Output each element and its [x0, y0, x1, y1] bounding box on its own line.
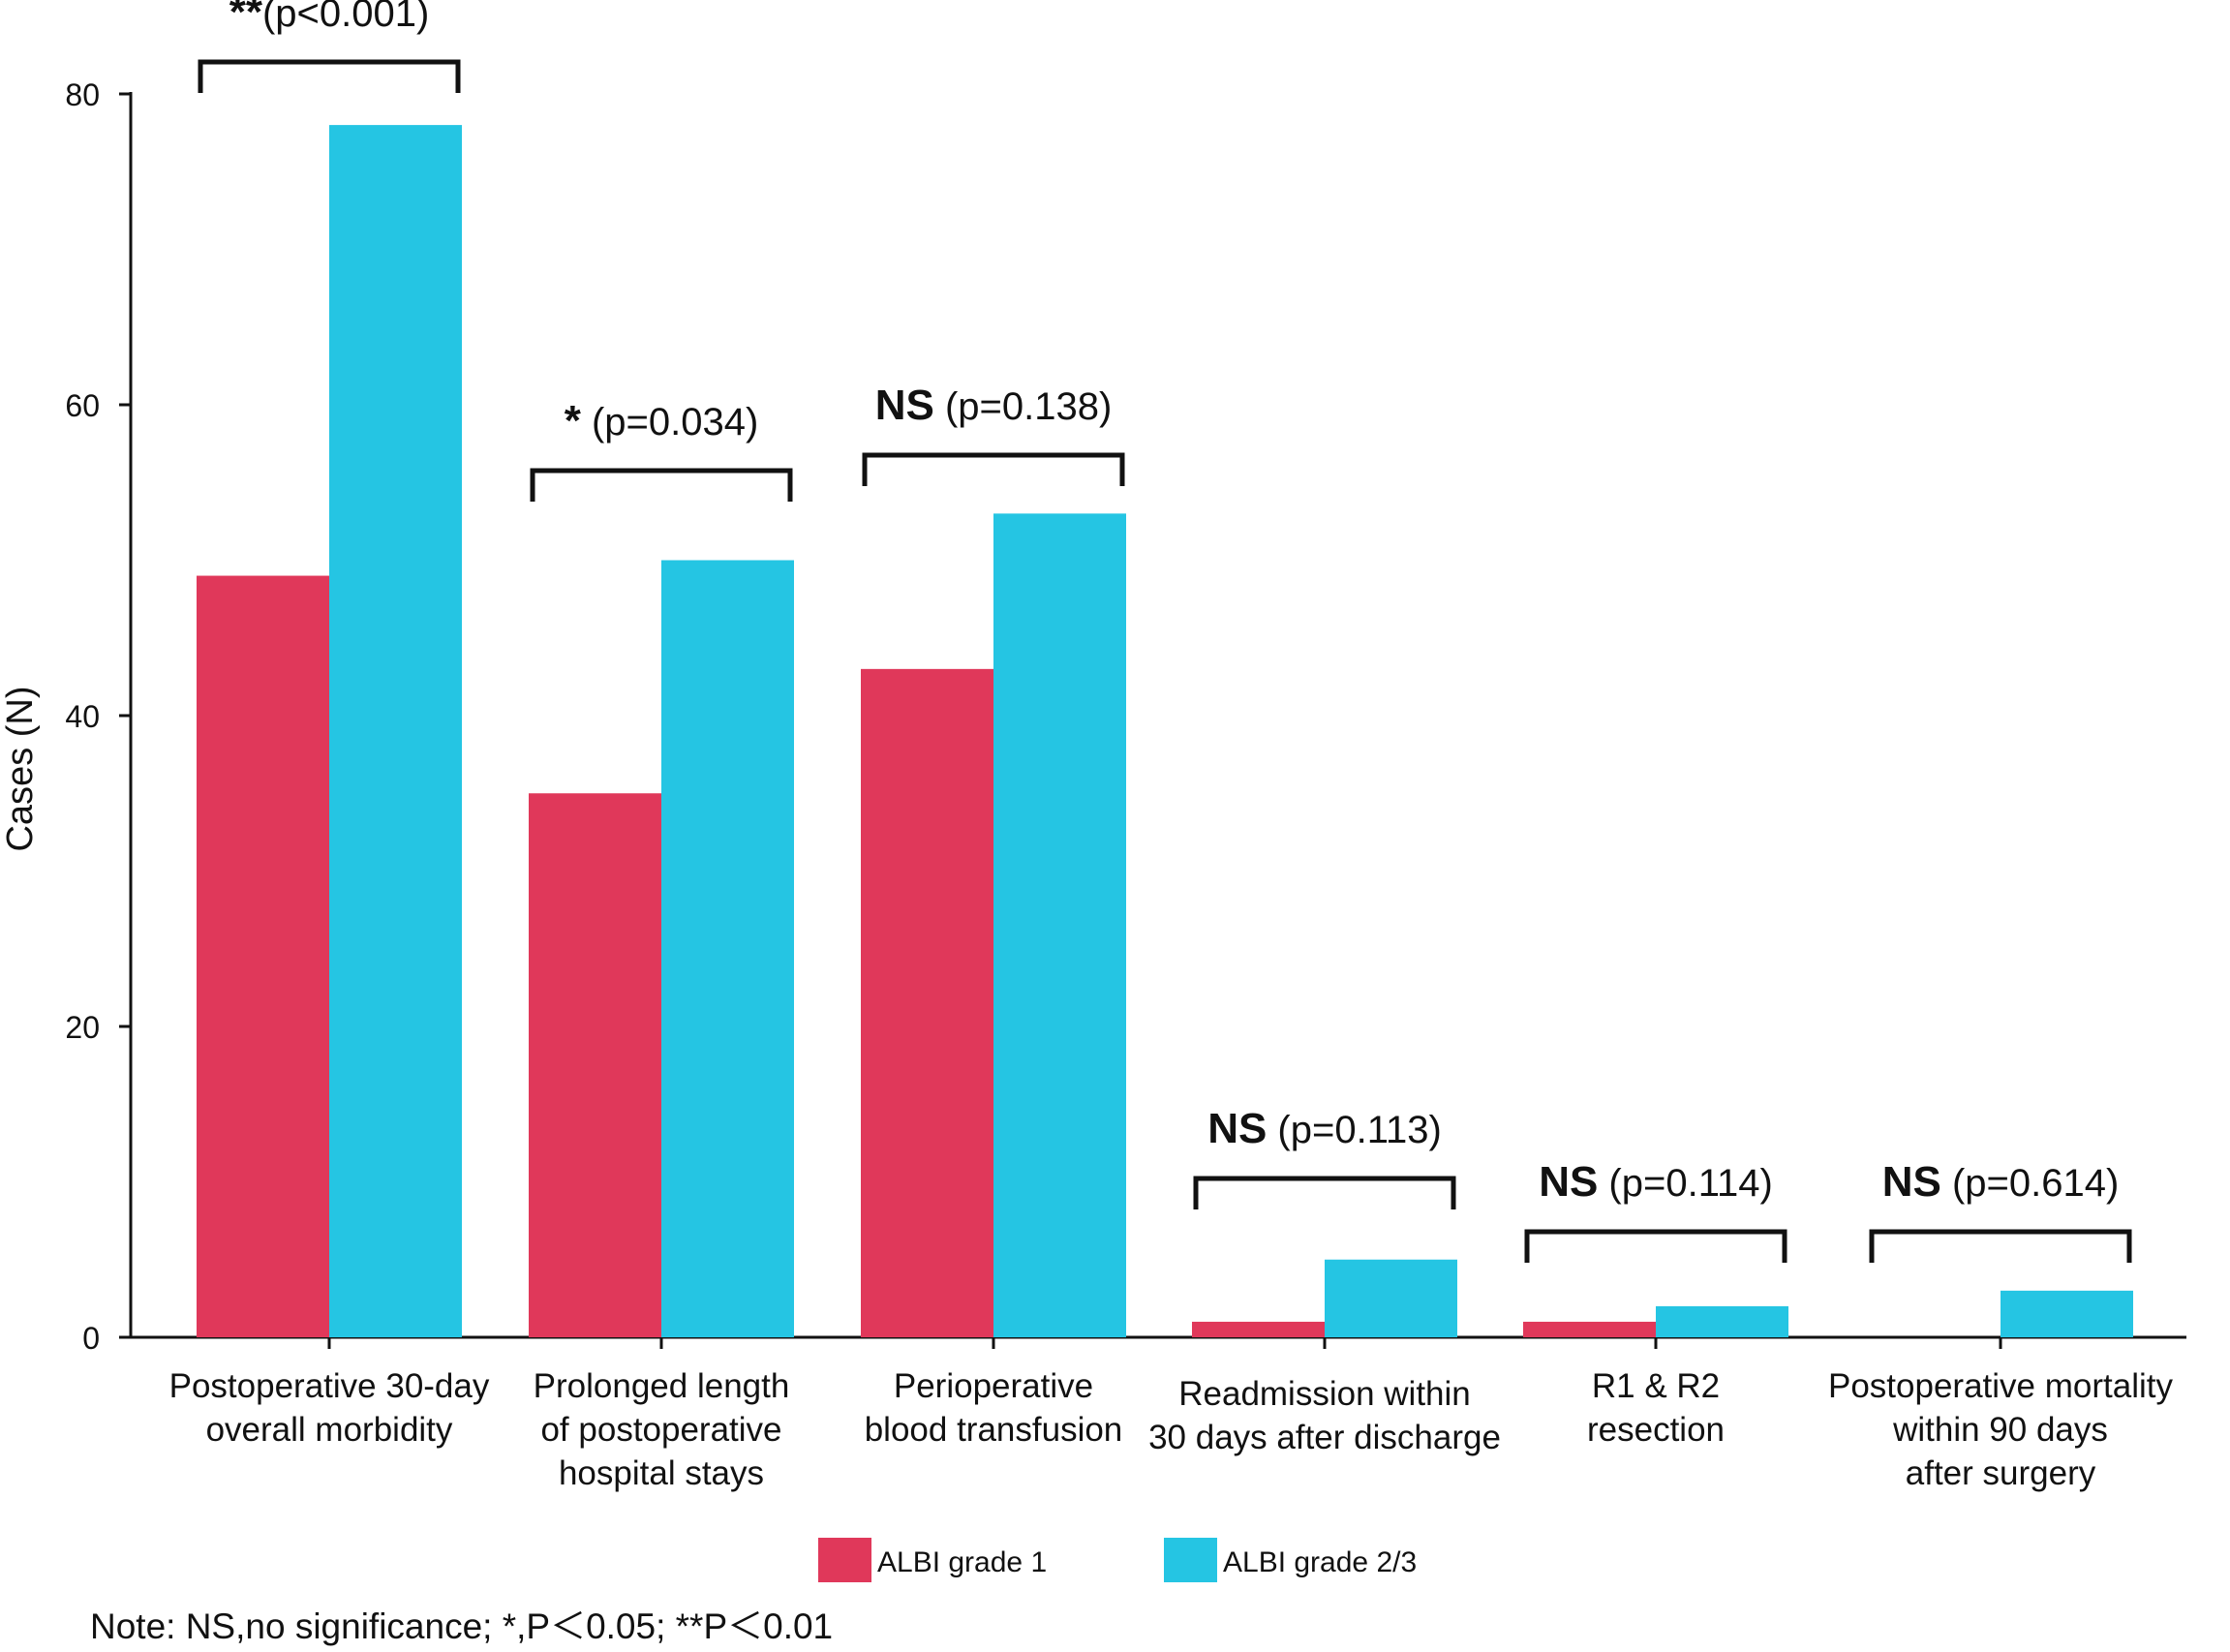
bar-albi-grade-2-3	[1325, 1259, 1457, 1337]
significance-label: NS (p=0.113)	[1207, 1105, 1442, 1152]
significance-bracket	[862, 452, 1125, 486]
y-tick-label: 0	[82, 1321, 100, 1356]
y-tick-label: 80	[65, 77, 100, 112]
significance-label: * (p=0.034)	[565, 397, 759, 444]
significance-bracket	[530, 468, 793, 502]
bar-albi-grade-1	[1192, 1321, 1325, 1337]
legend: ALBI grade 1 ALBI grade 2/3	[818, 1538, 1417, 1582]
significance-label: NS (p=0.138)	[875, 382, 1113, 429]
significance-annotations: **(p<0.001) * (p=0.034) NS (p=0.138) NS (p=…	[198, 0, 2132, 1263]
y-axis-title: Cases (N)	[0, 686, 41, 851]
significance-label: NS (p=0.614)	[1882, 1158, 2120, 1206]
y-tick-label: 20	[65, 1010, 100, 1045]
footnote: Note: NS,no significance; *,P＜0.05; **P＜…	[90, 1606, 833, 1646]
bar-albi-grade-1	[197, 575, 329, 1337]
chart-axes: 0 20 40 60 80 Cases (N)	[0, 77, 2186, 1356]
legend-swatch-albi-grade-1	[818, 1538, 871, 1582]
bar-albi-grade-2-3	[2001, 1290, 2133, 1337]
significance-bracket	[1869, 1229, 2132, 1263]
legend-swatch-albi-grade-2-3	[1164, 1538, 1217, 1582]
legend-label-albi-grade-2-3: ALBI grade 2/3	[1223, 1546, 1417, 1578]
bar-albi-grade-2-3	[329, 125, 462, 1338]
bar-albi-grade-1	[529, 793, 661, 1337]
significance-bracket	[1193, 1176, 1456, 1209]
legend-label-albi-grade-1: ALBI grade 1	[877, 1546, 1047, 1578]
y-tick-label: 40	[65, 699, 100, 734]
bar-albi-grade-1	[1523, 1321, 1656, 1337]
significance-bracket	[198, 59, 461, 93]
bar-albi-grade-2-3	[661, 560, 794, 1337]
bar-albi-grade-2-3	[1656, 1305, 1788, 1337]
bar-albi-grade-1	[861, 668, 993, 1337]
y-tick-label: 60	[65, 388, 100, 423]
significance-label: NS (p=0.114)	[1539, 1158, 1773, 1206]
category-label: Postoperative mortality within 90 days aft…	[1828, 1367, 2173, 1492]
significance-label: **(p<0.001)	[229, 0, 430, 36]
category-label: R1 & R2 resection	[1587, 1367, 1725, 1449]
bar-albi-grade-2-3	[993, 513, 1126, 1337]
chart-bars	[197, 125, 2133, 1338]
category-label: Postoperative 30-day overall morbidity	[169, 1367, 490, 1449]
category-label: Prolonged length of postoperative hospital…	[534, 1367, 790, 1492]
category-label: Readmission within 30 days after discharg…	[1148, 1375, 1501, 1456]
significance-bracket	[1524, 1229, 1787, 1263]
category-label: Perioperative blood transfusion	[865, 1367, 1123, 1449]
category-labels: Postoperative 30-day overall morbidity Pro…	[169, 1337, 2173, 1492]
